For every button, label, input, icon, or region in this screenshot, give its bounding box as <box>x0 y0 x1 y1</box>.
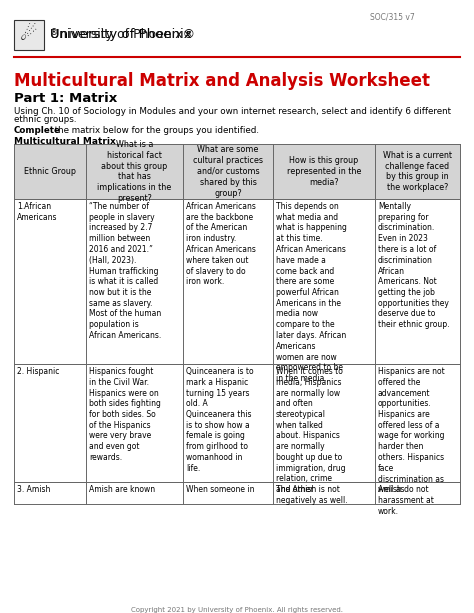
Text: What is a current
challenge faced
by this group in
the workplace?: What is a current challenge faced by thi… <box>383 151 452 192</box>
Text: Hispanics are not
offered the
advancement
opportunities.
Hispanics are
offered l: Hispanics are not offered the advancemen… <box>378 367 445 516</box>
Text: “The number of
people in slavery
increased by 2.7
million between
2016 and 2021.: “The number of people in slavery increas… <box>89 202 161 340</box>
Text: University of Phoenix®: University of Phoenix® <box>50 28 195 41</box>
Text: 1.African
Americans: 1.African Americans <box>17 202 57 222</box>
Text: This depends on
what media and
what is happening
at this time.
African Americans: This depends on what media and what is h… <box>276 202 347 383</box>
Text: ®: ® <box>50 28 58 37</box>
Text: ethnic groups.: ethnic groups. <box>14 115 76 124</box>
Text: African Americans
are the backbone
of the American
iron industry.
African Americ: African Americans are the backbone of th… <box>186 202 256 286</box>
Text: What are some
cultural practices
and/or customs
shared by this
group?: What are some cultural practices and/or … <box>193 145 263 197</box>
Text: Quinceanera is to
mark a Hispanic
turning 15 years
old. A
Quinceanera this
is to: Quinceanera is to mark a Hispanic turnin… <box>186 367 254 473</box>
Text: Multicultural Matrix and Analysis Worksheet: Multicultural Matrix and Analysis Worksh… <box>14 72 430 90</box>
Text: What is a
historical fact
about this group
that has
implications in the
present?: What is a historical fact about this gro… <box>97 140 172 203</box>
Bar <box>14 20 44 50</box>
Bar <box>14 364 460 482</box>
Text: When it comes to
media, Hispanics
are normally low
and often
stereotypical
when : When it comes to media, Hispanics are no… <box>276 367 347 505</box>
Text: When someone in: When someone in <box>186 485 255 494</box>
Text: ☄: ☄ <box>20 26 38 45</box>
Text: Complete: Complete <box>14 126 61 135</box>
Text: Multicultural Matrix: Multicultural Matrix <box>14 137 116 146</box>
Bar <box>14 144 460 199</box>
Bar <box>14 199 460 364</box>
Bar <box>14 482 460 504</box>
Text: How is this group
represented in the
media?: How is this group represented in the med… <box>287 156 361 187</box>
Text: 3. Amish: 3. Amish <box>17 485 50 494</box>
Text: The Amish is not: The Amish is not <box>276 485 340 494</box>
Text: Ethnic Group: Ethnic Group <box>24 167 76 176</box>
Text: Using Ch. 10 of Sociology in Modules and your own internet research, select and : Using Ch. 10 of Sociology in Modules and… <box>14 107 451 116</box>
Text: Amish do not: Amish do not <box>378 485 428 494</box>
Text: the matrix below for the groups you identified.: the matrix below for the groups you iden… <box>52 126 259 135</box>
Text: 2. Hispanic: 2. Hispanic <box>17 367 59 376</box>
Text: Mentally
preparing for
discrimination.
Even in 2023
there is a lot of
discrimina: Mentally preparing for discrimination. E… <box>378 202 449 329</box>
Text: Hispanics fought
in the Civil War.
Hispanics were on
both sides fighting
for bot: Hispanics fought in the Civil War. Hispa… <box>89 367 161 462</box>
Text: University of Phoenix: University of Phoenix <box>50 28 191 41</box>
Text: SOC/315 v7: SOC/315 v7 <box>370 12 415 21</box>
Text: Copyright 2021 by University of Phoenix. All rights reserved.: Copyright 2021 by University of Phoenix.… <box>131 607 343 613</box>
Text: Amish are known: Amish are known <box>89 485 155 494</box>
Text: Part 1: Matrix: Part 1: Matrix <box>14 92 117 105</box>
